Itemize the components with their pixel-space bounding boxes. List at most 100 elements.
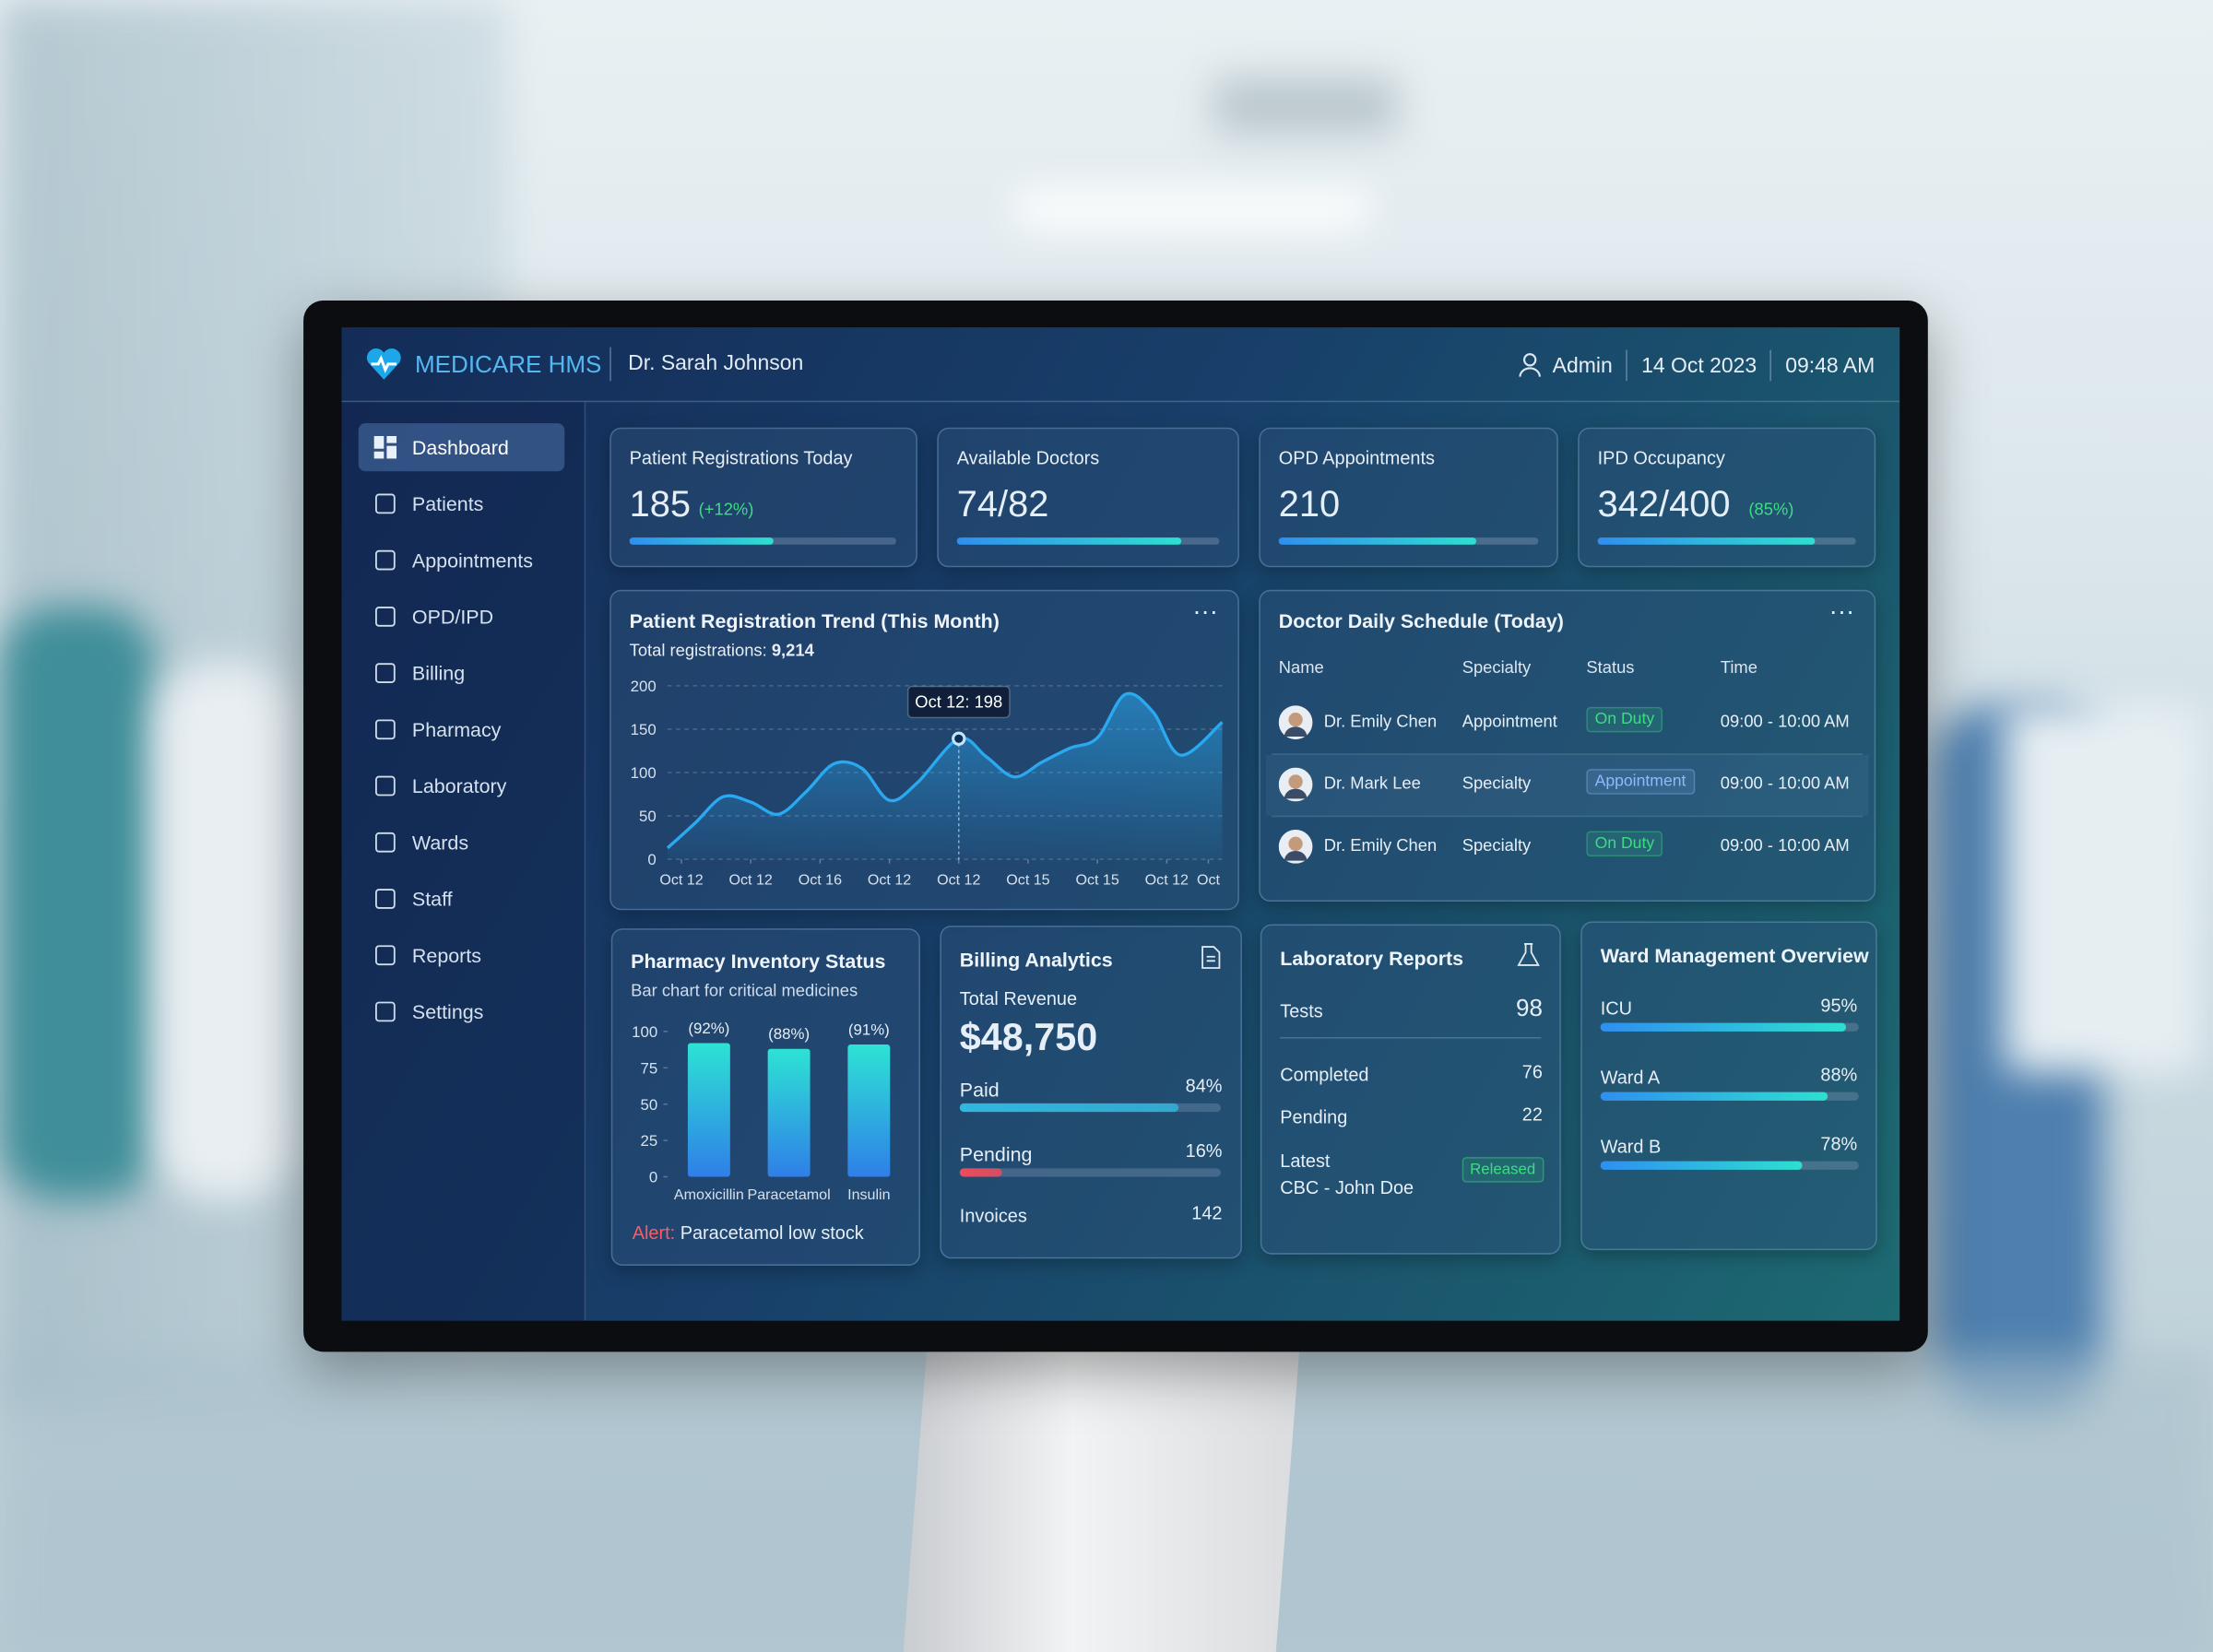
y-tick-label: 0 [647,851,656,868]
y-tick-label: 75 [641,1059,658,1077]
kpi-change: (85%) [1748,499,1794,520]
nav-icon [374,832,396,853]
icon-part [374,832,396,853]
progress-bar [959,1103,1179,1113]
y-tick-label: 0 [649,1169,657,1186]
icon-part [373,435,385,449]
annotation-point [952,731,966,746]
nav-icon [374,1001,396,1022]
nav-label: Wards [411,831,469,855]
progress-label: 16% [1185,1139,1223,1162]
progress-name: Ward B [1600,1136,1662,1158]
progress-bar [1600,1022,1846,1032]
y-tick-label: 50 [641,1096,658,1114]
nav-icon [374,549,396,571]
divider [1280,1036,1542,1039]
icon-part [386,445,397,459]
progress-track [959,1168,1221,1177]
card-title: Pharmacy Inventory Status [631,950,886,973]
kpi-change: (+12%) [698,499,754,520]
nav-item[interactable]: Pharmacy [359,705,564,753]
specialty: Appointment [1462,711,1557,731]
dashboard-screen: MEDICARE HMS Dr. Sarah Johnson Admin 14 … [341,327,1900,1321]
nav-item[interactable]: Wards [359,819,564,867]
brand: MEDICARE HMS [414,351,602,379]
nav-item[interactable]: OPD/IPD [359,593,564,641]
nav-item[interactable]: Laboratory [359,762,564,810]
nav-label: Billing [411,661,466,685]
equipment [2004,705,2202,1073]
chart: 0 25 50 75 100 (92%) Amoxicillin (88%) Paracetam… [632,1020,890,1203]
nav-label: OPD/IPD [411,605,494,629]
kpi-progress [1278,537,1477,545]
doctor-name: Dr. Emily Chen [1323,835,1438,856]
subtitle-value: 9,214 [771,640,814,661]
alert-text: Paracetamol low stock [680,1221,864,1244]
ward-card: Ward Management Overview ICU 95% Ward A 88%… [1580,921,1877,1251]
user-name[interactable]: Admin [1552,354,1613,379]
nav-icon [374,889,396,909]
status-badge: On Duty [1586,706,1663,733]
alert: Alert: Paracetamol low stock [633,1221,864,1243]
nav-item[interactable]: Settings [359,987,564,1035]
more-menu[interactable]: ··· [1828,596,1855,626]
nav-item[interactable]: Billing [359,649,564,697]
nav-icon [374,719,396,740]
icon-part [374,663,396,683]
progress-name: Paid [959,1078,1000,1101]
revenue-label: Total Revenue [959,987,1078,1009]
nav-item[interactable]: Dashboard [358,423,565,472]
progress-name: Pending [959,1142,1033,1166]
icon-part [374,549,396,571]
billing-card: Billing Analytics Total Revenue $48,750 … [940,926,1242,1259]
tooltip-text: Oct 12: 198 [915,692,1002,712]
y-tick-label: 100 [631,764,657,782]
avatar-head [1288,836,1303,851]
pending-value: 22 [1521,1103,1543,1125]
icon-part [374,607,396,627]
x-tick-label: Oct 12 [659,872,703,889]
kpi-card: OPD Appointments 210 [1259,427,1558,568]
y-tick-label: 100 [632,1023,657,1041]
person [0,607,156,1200]
pharmacy-card: Pharmacy Inventory Status Bar chart for … [610,928,920,1266]
x-tick-label: Oct [1197,872,1221,889]
subtitle: Total registrations: 9,214 [630,641,814,660]
icon-part [374,775,396,796]
nav-item[interactable]: Patients [359,479,564,527]
icon-part [374,889,396,909]
nav-item[interactable]: Reports [359,931,564,979]
y-tick-label: 50 [639,808,657,825]
completed-value: 76 [1521,1061,1543,1082]
kpi-card: IPD Occupancy 342/400 (85%) [1578,427,1876,568]
logo-icon [366,348,401,380]
alert-label: Alert: [632,1221,676,1244]
y-tick-label: 150 [631,721,657,738]
schedule-card: Doctor Daily Schedule (Today) ··· Name Sp… [1259,589,1876,903]
row-divider [1272,815,1864,818]
progress-track [959,1103,1221,1113]
document-icon [1201,946,1221,969]
nav-item[interactable]: Staff [359,875,564,923]
kpi-title: Available Doctors [956,447,1100,469]
time: 09:48 AM [1785,354,1876,379]
ceiling-light [1213,77,1398,135]
kpi-title: OPD Appointments [1278,447,1435,469]
nav-item[interactable]: Appointments [359,537,564,584]
avatar-body [1284,726,1308,737]
trend-card: Patient Registration Trend (This Month) … [609,589,1239,911]
nav-label: Staff [411,887,453,911]
status-badge: Appointment [1586,769,1695,795]
sidebar: Dashboard Patients Appointments OPD/IPD Bill… [341,402,586,1321]
icon-part [374,1001,396,1022]
x-tick-label: Oct 12 [868,872,911,889]
avatar-body [1284,850,1308,861]
card-title: Laboratory Reports [1280,947,1464,970]
nav-icon [374,775,396,796]
card-title: Billing Analytics [959,948,1113,972]
nav-label: Patients [411,492,484,515]
x-tick-label: Oct 12 [729,872,773,889]
nav-label: Appointments [411,549,533,572]
more-menu[interactable]: ··· [1192,596,1218,626]
latest-label: Latest [1280,1150,1331,1172]
